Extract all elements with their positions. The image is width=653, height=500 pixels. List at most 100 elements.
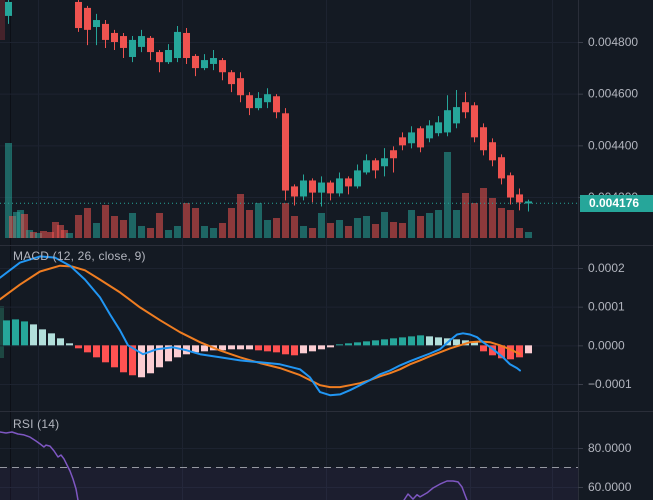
macd-histogram-bar (345, 343, 352, 346)
macd-histogram-bar (372, 340, 379, 346)
volume-bar (300, 226, 307, 238)
axis-tick-label: 0.004800 (588, 35, 638, 49)
macd-histogram-bar (237, 345, 244, 350)
volume-bar (471, 203, 478, 238)
candlestick (165, 50, 172, 63)
volume-bar (102, 205, 109, 238)
volume-bar (309, 228, 316, 238)
macd-histogram-bar (138, 345, 145, 378)
macd-histogram-bar (57, 338, 64, 346)
volume-bar (17, 210, 24, 238)
candlestick (318, 182, 325, 193)
macd-histogram-bar (318, 345, 325, 350)
volume-bar (183, 203, 190, 238)
candlestick (219, 60, 226, 73)
rsi-indicator-title: RSI (14) (13, 417, 60, 431)
candlestick (156, 52, 163, 63)
macd-histogram-bar (282, 345, 289, 355)
volume-bar (354, 218, 361, 238)
volume-bar (165, 230, 172, 238)
macd-histogram-bar (246, 345, 253, 350)
candlestick (399, 137, 406, 146)
candlestick (462, 102, 469, 113)
candlestick (237, 78, 244, 96)
volume-bar (93, 223, 100, 238)
candlestick (516, 194, 523, 203)
macd-histogram-bar (516, 345, 523, 358)
candlestick (507, 175, 514, 198)
volume-bar (444, 152, 451, 238)
macd-histogram-bar (147, 345, 154, 374)
volume-bar (408, 210, 415, 238)
clipped-candle-fragment (0, 0, 5, 40)
volume-bar (453, 210, 460, 238)
volume-bar (426, 213, 433, 238)
volume-bar (345, 226, 352, 238)
macd-signal-line (0, 264, 521, 389)
volume-bar (246, 210, 253, 238)
volume-bar (417, 216, 424, 238)
candlestick (480, 127, 487, 151)
candlestick (147, 37, 154, 53)
macd-indicator-title: MACD (12, 26, close, 9) (13, 249, 146, 263)
candlestick (84, 7, 91, 30)
macd-histogram-bar (390, 338, 397, 346)
candlestick (444, 110, 451, 133)
volume-bar (26, 230, 33, 238)
macd-histogram-bar (39, 329, 46, 346)
volume-bar (192, 208, 199, 238)
volume-bar (210, 228, 217, 238)
macd-histogram-bar (453, 339, 460, 346)
volume-bar (75, 215, 82, 238)
candlestick (354, 170, 361, 187)
candlestick (138, 36, 145, 47)
candlestick (453, 107, 460, 124)
axis-tick-label: 0.004600 (588, 87, 638, 101)
macd-histogram-bar (102, 345, 109, 363)
macd-histogram-bar (156, 345, 163, 368)
candlestick (228, 72, 235, 85)
macd-histogram-bar (174, 345, 181, 358)
macd-histogram-bar (129, 345, 136, 376)
candlestick (282, 113, 289, 191)
volume-bar (255, 203, 262, 238)
macd-histogram-bar (93, 345, 100, 358)
candlestick (345, 178, 352, 187)
macd-histogram-bar (120, 345, 127, 373)
rsi-line (0, 431, 79, 500)
macd-histogram-bar (30, 324, 37, 346)
axis-tick-label: 0.0000 (588, 338, 625, 352)
volume-bar (35, 233, 42, 238)
candlestick (201, 60, 208, 69)
macd-histogram-bar (507, 345, 514, 360)
volume-bar (282, 203, 289, 238)
volume-bar (57, 225, 64, 238)
rsi-band-fill (0, 467, 578, 500)
axis-tick-label: −0.0001 (588, 377, 632, 391)
volume-bar (52, 222, 59, 238)
macd-histogram-bar (192, 345, 199, 353)
axis-tick-label: 0.0002 (588, 261, 625, 275)
macd-histogram-bar (219, 345, 226, 351)
volume-bar (372, 224, 379, 238)
volume-bar (228, 208, 235, 238)
macd-histogram-bar (66, 343, 73, 346)
volume-bar (390, 222, 397, 238)
volume-bar (363, 216, 370, 238)
candlestick (309, 180, 316, 193)
price-scale-axis[interactable] (579, 0, 653, 500)
candlestick (255, 98, 262, 109)
candlestick (174, 31, 181, 59)
macd-histogram-bar (255, 345, 262, 351)
volume-bar (435, 210, 442, 238)
volume-bar (219, 223, 226, 238)
candlestick (264, 94, 271, 103)
volume-bar (201, 226, 208, 238)
volume-bar (264, 220, 271, 238)
axis-tick-label: 80.0000 (588, 441, 632, 455)
volume-bar (381, 212, 388, 238)
macd-histogram-bar (381, 339, 388, 346)
macd-histogram-bar (309, 345, 316, 352)
volume-bar (61, 230, 68, 238)
